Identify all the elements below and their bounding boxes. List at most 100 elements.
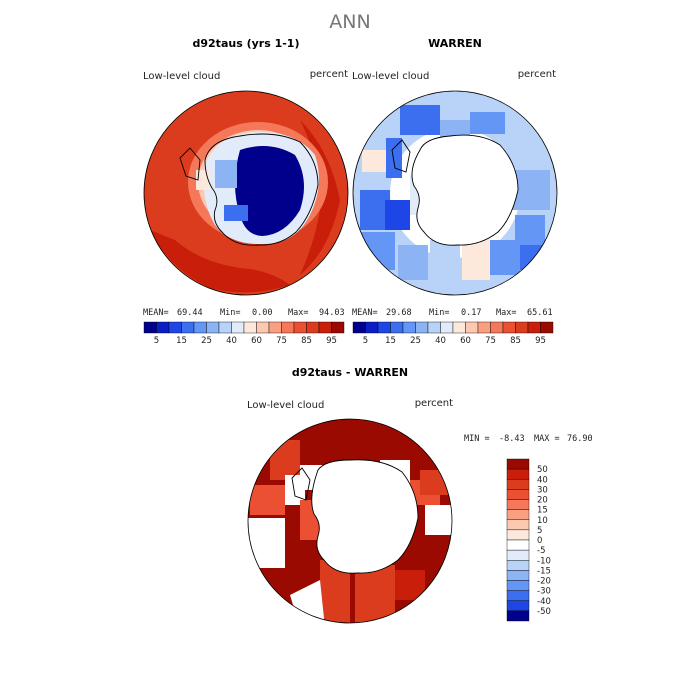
panel1-colorbar-swatch — [243, 321, 257, 334]
panel1-colorbar-swatch — [181, 321, 195, 334]
panel2-min-value: 0.17 — [461, 308, 481, 318]
panel1-max-value: 94.03 — [319, 308, 345, 318]
panel2-mean-value: 29.68 — [386, 308, 412, 318]
panel2-title: WARREN — [428, 37, 482, 50]
panel2-map-border — [352, 90, 558, 296]
panel2-stats: MEAN= 29.68 Min= 0.17 Max= 65.61 — [352, 308, 553, 318]
panel2-colorbar-swatch — [440, 321, 454, 334]
panel1-left-label: Low-level cloud — [143, 71, 220, 82]
panel1-min-value: 0.00 — [252, 308, 272, 318]
panel1-units-label: percent — [310, 69, 348, 80]
panel1-mean-label: MEAN= — [143, 308, 169, 318]
panel1-map — [144, 91, 348, 295]
panel2-colorbar-swatch — [502, 321, 516, 334]
panel1-colorbar-swatch — [143, 321, 157, 334]
panel1-max-label: Max= — [288, 308, 308, 318]
panel1-colorbar-tick-label: 25 — [201, 336, 212, 346]
panel3-colorbar-tick-label: 20 — [537, 496, 548, 506]
panel2-colorbar-tick-label: 40 — [435, 336, 446, 346]
panel1-colorbar-tick-label: 15 — [176, 336, 187, 346]
panel1-colorbar-tick-label: 40 — [226, 336, 237, 346]
panel2-mean-label: MEAN= — [352, 308, 378, 318]
panel2-colorbar-swatch — [490, 321, 504, 334]
panel2-colorbar-swatch — [415, 321, 429, 334]
panel1-min-label: Min= — [220, 308, 240, 318]
panel3-min-label: MIN = — [464, 434, 490, 444]
panel2-colorbar-tick-label: 95 — [535, 336, 546, 346]
panel3-colorbar-tick-label: -5 — [537, 546, 545, 556]
panel2-max-label: Max= — [496, 308, 516, 318]
panel1-colorbar-swatch — [268, 321, 282, 334]
panel2-left-label: Low-level cloud — [352, 71, 429, 82]
panel3-colorbar-swatch — [506, 610, 530, 622]
panel1-colorbar-swatch — [331, 321, 345, 334]
panel3-units-label: percent — [415, 398, 453, 409]
panel1-colorbar-tick-label: 60 — [251, 336, 262, 346]
panel3-colorbar-tick-label: 15 — [537, 506, 548, 516]
panel1-colorbar-swatch — [281, 321, 295, 334]
panel3-colorbar-swatch — [506, 539, 530, 551]
panel1-colorbar-swatch — [156, 321, 170, 334]
panel1-colorbar-swatch — [293, 321, 307, 334]
panel3-colorbar-swatch — [506, 468, 530, 480]
panel1-colorbar-swatch — [231, 321, 245, 334]
panel3-colorbar-tick-label: 0 — [537, 536, 542, 546]
panel1-colorbar-swatch — [206, 321, 220, 334]
panel3-colorbar-swatch — [506, 499, 530, 510]
panel2-min-label: Min= — [429, 308, 449, 318]
panel1-mean-value: 69.44 — [177, 308, 203, 318]
panel2-colorbar: 5 15 25 40 60 75 85 95 — [352, 321, 554, 346]
panel2-colorbar-swatch — [477, 321, 491, 334]
panel3-colorbar-swatch — [506, 458, 530, 470]
panel2-colorbar-tick-label: 75 — [485, 336, 496, 346]
panel1-map-border — [143, 90, 349, 296]
panel3-colorbar-tick-label: -50 — [537, 607, 551, 617]
panel3-colorbar-swatch — [506, 590, 530, 601]
panel3-colorbar-swatch — [506, 529, 530, 541]
panel3-colorbar-swatch — [506, 570, 530, 581]
panel3-colorbar-swatch — [506, 549, 530, 561]
panel3-colorbar-tick-label: 50 — [537, 465, 548, 475]
panel2-colorbar-swatch — [527, 321, 541, 334]
panel3-map — [248, 419, 452, 623]
panel3-colorbar-tick-label: -15 — [537, 566, 551, 576]
panel1-colorbar-swatch — [168, 321, 182, 334]
panel3-colorbar-swatch — [506, 600, 530, 612]
panel2-colorbar-swatch — [452, 321, 466, 334]
panel3-min-value: -8.43 — [499, 434, 525, 444]
panel2-colorbar-tick-label: 5 — [363, 336, 368, 346]
panel2-colorbar-swatch — [465, 321, 479, 334]
panel1-colorbar-swatch — [256, 321, 270, 334]
panel2-map — [353, 91, 557, 295]
panel3-colorbar-swatch — [506, 519, 530, 531]
panel2-max-value: 65.61 — [527, 308, 553, 318]
panel2-colorbar-swatch — [515, 321, 529, 334]
main-title: ANN — [329, 11, 370, 33]
panel3-colorbar-tick-label: -30 — [537, 587, 551, 597]
panel1-title: d92taus (yrs 1-1) — [193, 37, 300, 50]
panel1-colorbar-swatch — [306, 321, 320, 334]
panel3-colorbar-tick-label: -20 — [537, 577, 551, 587]
panel3-colorbar-swatch — [506, 489, 530, 500]
panel1-colorbar-swatch — [218, 321, 232, 334]
panel1-colorbar-tick-label: 75 — [276, 336, 287, 346]
panel2-colorbar-tick-label: 25 — [410, 336, 421, 346]
panel3-colorbar-tick-label: 5 — [537, 526, 542, 536]
panel2-colorbar-swatch — [402, 321, 416, 334]
panel3-colorbar-swatch — [506, 560, 530, 571]
panel3-colorbar-tick-label: 40 — [537, 475, 548, 485]
panel1-colorbar-swatch — [318, 321, 332, 334]
panel3-max-value: 76.90 — [567, 434, 593, 444]
panel2-units-label: percent — [518, 69, 556, 80]
panel1-colorbar: 5 15 25 40 60 75 85 95 — [143, 321, 345, 346]
panel3-colorbar-swatch — [506, 479, 530, 490]
panel2-colorbar-swatch — [377, 321, 391, 334]
panel1-colorbar-tick-label: 85 — [301, 336, 312, 346]
panel3-colorbar-tick-label: 10 — [537, 516, 548, 526]
panel3-left-label: Low-level cloud — [247, 400, 324, 411]
panel2-colorbar-swatch — [365, 321, 379, 334]
panel3-max-label: MAX = — [534, 434, 560, 444]
panel3-colorbar-tick-label: -40 — [537, 597, 551, 607]
